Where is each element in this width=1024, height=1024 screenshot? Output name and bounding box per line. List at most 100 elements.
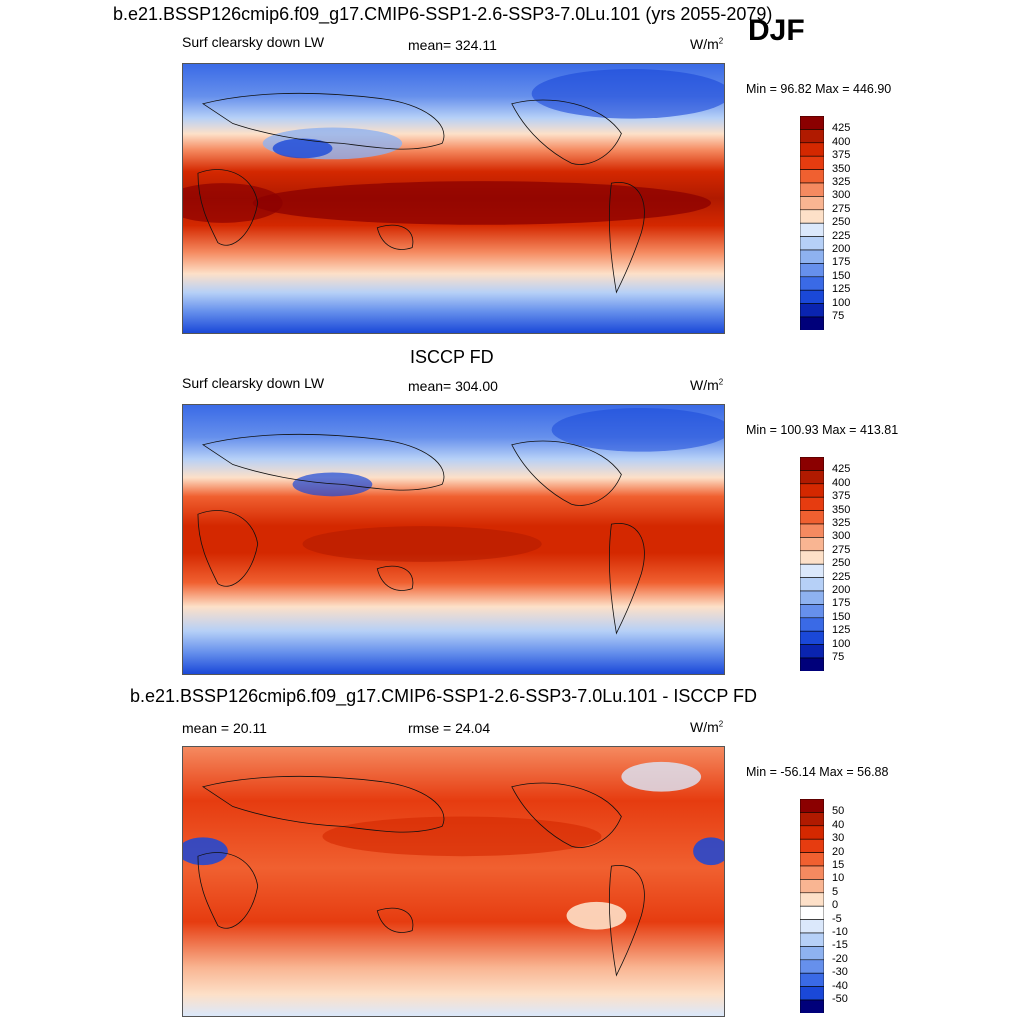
colorbar-segment	[800, 523, 824, 538]
colorbar-segment	[800, 263, 824, 278]
colorbar-tick-label: 425	[832, 122, 851, 135]
colorbar-segment	[800, 169, 824, 184]
colorbar-segment	[800, 879, 824, 894]
obs-title: ISCCP FD	[410, 347, 494, 367]
panel3-units: W/m2	[690, 719, 724, 735]
colorbar-tick-label: 375	[832, 490, 851, 503]
colorbar-tick-label: -20	[832, 952, 848, 965]
colorbar-svg	[800, 799, 824, 1014]
colorbar-segment	[800, 630, 824, 645]
colorbar-segment	[800, 155, 824, 170]
colorbar-tick-label: 150	[832, 610, 851, 623]
colorbar-segment	[800, 550, 824, 565]
colorbar-segment	[800, 999, 824, 1014]
map-obs	[182, 404, 725, 675]
colorbar-tick-label: 300	[832, 189, 851, 202]
colorbar-segment	[800, 457, 824, 471]
colorbar-segment	[800, 986, 824, 1001]
colorbar-tick-label: 300	[832, 530, 851, 543]
colorbar-segment	[800, 316, 824, 331]
colorbar-tick-label: -5	[832, 912, 842, 925]
colorbar-tick-label: 250	[832, 557, 851, 570]
panel2-minmax: Min = 100.93 Max = 413.81	[746, 423, 899, 437]
colorbar-tick-label: 75	[832, 651, 845, 663]
colorbar-segment	[800, 946, 824, 961]
colorbar-segment	[800, 537, 824, 552]
colorbar-segment	[800, 644, 824, 659]
colorbar-segment	[800, 249, 824, 264]
colorbar-tick-label: 325	[832, 176, 851, 188]
colorbar-svg	[800, 116, 824, 331]
colorbar-tick-label: 200	[832, 243, 851, 255]
colorbar-tick-label: -30	[832, 966, 848, 979]
colorbar-tick-label: 100	[832, 637, 851, 650]
colorbar-segment	[800, 496, 824, 511]
colorbar-segment	[800, 959, 824, 974]
panel1-variable: Surf clearsky down LW	[182, 34, 325, 50]
colorbar-segment	[800, 289, 824, 304]
colorbar-tick-label: 175	[832, 597, 851, 610]
colorbar-tick-label: -50	[832, 993, 848, 1005]
colorbar-tick-label: 375	[832, 149, 851, 162]
panel2-units: W/m2	[690, 377, 724, 393]
colorbar-segment	[800, 563, 824, 578]
colorbar-tick-label: -10	[832, 926, 848, 938]
colorbar-segment	[800, 222, 824, 237]
colorbar-tick-label: 225	[832, 570, 851, 583]
colorbar-segment	[800, 142, 824, 157]
colorbar-segment	[800, 865, 824, 880]
colorbar-tick-label: 30	[832, 832, 845, 845]
colorbar-tick-label: 275	[832, 202, 851, 215]
colorbar-segment	[800, 129, 824, 144]
colorbar-tick-label: 325	[832, 517, 851, 529]
colorbar-tick-label: 125	[832, 283, 851, 296]
colorbar-segment	[800, 116, 824, 130]
colorbar-segment	[800, 182, 824, 197]
colorbar-segment	[800, 577, 824, 592]
panel1-mean: mean= 324.11	[408, 37, 497, 53]
colorbar-segment	[800, 604, 824, 619]
colorbar-tick-label: 5	[832, 885, 839, 898]
colorbar-segment	[800, 919, 824, 934]
colorbar-segment	[800, 276, 824, 291]
colorbar-segment	[800, 825, 824, 840]
colorbar-tick-label: 200	[832, 584, 851, 596]
colorbar-tick-label: 425	[832, 463, 851, 476]
colorbar-segment	[800, 510, 824, 525]
colorbar-segment	[800, 196, 824, 211]
panel2-variable: Surf clearsky down LW	[182, 375, 325, 391]
colorbar-tick-label: 100	[832, 296, 851, 309]
colorbar-tick-label: 225	[832, 229, 851, 242]
colorbar-segment	[800, 209, 824, 224]
colorbar-segment	[800, 483, 824, 498]
colorbar-tick-label: 75	[832, 310, 845, 322]
colorbar-tick-label: 150	[832, 269, 851, 282]
colorbar-tick-label: 40	[832, 818, 845, 831]
colorbar-tick-label: -40	[832, 979, 848, 992]
colorbar-tick-label: 50	[832, 805, 845, 818]
colorbar-tick-label: 275	[832, 543, 851, 556]
colorbar-model	[800, 116, 824, 331]
colorbar-segment	[800, 905, 824, 920]
colorbar-segment	[800, 590, 824, 605]
colorbar-segment	[800, 236, 824, 251]
colorbar-segment	[800, 838, 824, 853]
colorbar-segment	[800, 470, 824, 485]
colorbar-tick-label: 10	[832, 872, 845, 885]
colorbar-segment	[800, 852, 824, 867]
colorbar-tick-label: 400	[832, 135, 851, 148]
colorbar-tick-label: 15	[832, 859, 845, 871]
panel2-mean: mean= 304.00	[408, 378, 498, 394]
panel1-units: W/m2	[690, 36, 724, 52]
colorbar-segment	[800, 617, 824, 632]
panel3-rmse: rmse = 24.04	[408, 720, 491, 736]
colorbar-segment	[800, 932, 824, 947]
colorbar-tick-label: 400	[832, 476, 851, 489]
colorbar-tick-label: 350	[832, 162, 851, 175]
colorbar-segment	[800, 812, 824, 827]
colorbar-tick-label: 20	[832, 845, 845, 858]
colorbar-diff	[800, 799, 824, 1014]
panel1-minmax: Min = 96.82 Max = 446.90	[746, 82, 892, 96]
map-model	[182, 63, 725, 334]
colorbar-obs	[800, 457, 824, 672]
